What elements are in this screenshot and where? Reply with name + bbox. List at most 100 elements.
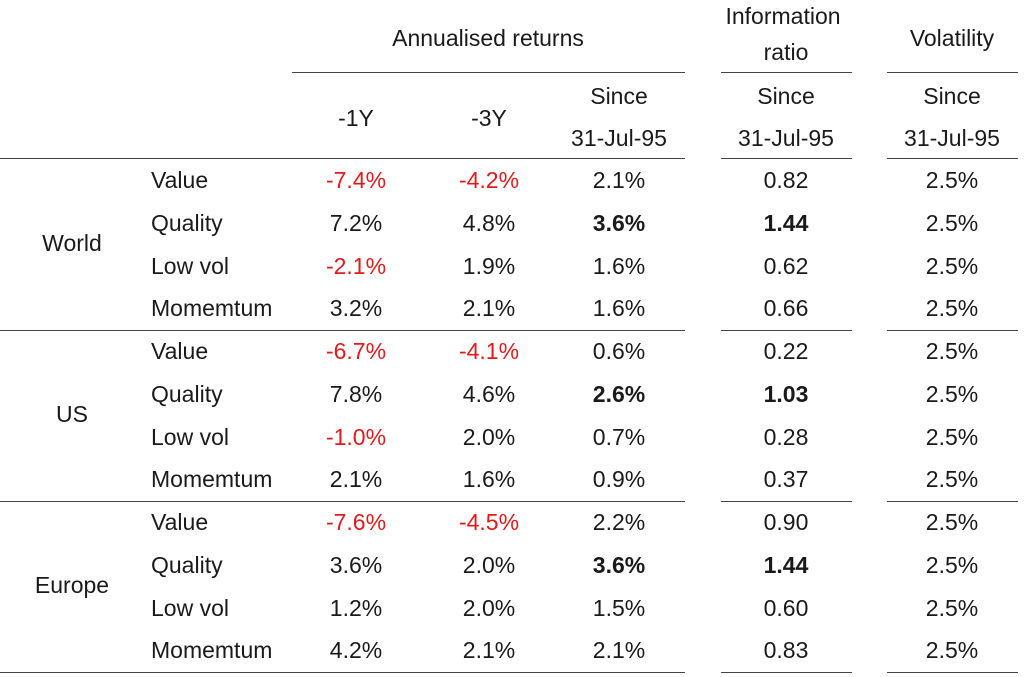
rule-top-3 [887,158,1018,159]
cell-ir: 0.37 [763,466,809,493]
cell-y3: 4.8% [462,209,516,236]
rule-region-0-0 [0,330,292,331]
factor-label: Low vol [151,594,229,621]
cell-vol: 2.5% [925,509,979,535]
cell-since: 2.1% [592,167,646,193]
cell-vol: 2.5% [925,209,979,236]
cell-y1: -6.7% [325,338,387,364]
cell-since: 0.6% [592,338,646,364]
factor-label: Momemtum [151,295,273,322]
cell-vol: 2.5% [925,637,979,664]
rule-top-0 [0,158,292,159]
factor-label: Momemtum [151,637,273,664]
factor-label: Quality [151,551,223,578]
cell-y3: 2.0% [462,594,516,621]
cell-since: 0.9% [592,466,646,493]
cell-vol: 2.5% [925,295,979,322]
region-label: World [42,229,102,256]
rule-region-2-2 [721,672,852,673]
cell-ir: 1.44 [763,209,809,236]
factor-label: Quality [151,380,223,407]
rule-top-2 [721,158,852,159]
rule-region-0-2 [721,330,852,331]
cell-y1: -7.4% [325,167,387,193]
rule-region-1-2 [721,501,852,502]
cell-y3: 2.1% [462,637,516,664]
cell-y1: 7.2% [329,209,383,236]
rule-region-0-1 [292,330,685,331]
cell-vol: 2.5% [925,167,979,193]
cell-vol: 2.5% [925,380,979,407]
cell-since: 2.2% [592,509,646,535]
cell-y3: -4.1% [458,338,520,364]
rule-top-1 [292,158,685,159]
factor-label: Value [151,338,209,364]
cell-vol: 2.5% [925,594,979,621]
cell-y1: 3.6% [329,551,383,578]
factor-label: Value [151,167,209,193]
header-since-date-returns: 31-Jul-95 [571,125,667,151]
cell-vol: 2.5% [925,252,979,279]
header-rule-vol [887,72,1018,73]
header-information-ratio-line2: ratio [763,39,809,65]
cell-vol: 2.5% [925,466,979,493]
header-col-1y: -1Y [338,105,374,131]
cell-y1: -1.0% [325,423,387,450]
cell-y3: -4.2% [458,167,520,193]
cell-ir: 0.82 [763,167,809,193]
factor-label: Quality [151,209,223,236]
header-information-ratio-line1: Information [725,3,841,29]
cell-since: 2.6% [592,380,646,407]
cell-ir: 0.66 [763,295,809,322]
region-label: US [56,400,88,427]
cell-y3: 1.6% [462,466,516,493]
cell-vol: 2.5% [925,338,979,364]
header-since-date-ir: 31-Jul-95 [738,125,834,151]
cell-since: 3.6% [592,551,646,578]
header-volatility: Volatility [909,25,995,51]
cell-ir: 0.60 [763,594,809,621]
cell-since: 1.6% [592,252,646,279]
rule-region-1-0 [0,501,292,502]
header-rule-ir [721,72,852,73]
cell-y3: 1.9% [462,252,516,279]
factor-label: Low vol [151,423,229,450]
region-label: Europe [34,571,110,598]
cell-since: 0.7% [592,423,646,450]
rule-region-1-3 [887,501,1018,502]
header-since-returns: Since [590,83,648,109]
factor-label: Momemtum [151,466,273,493]
cell-y1: 1.2% [329,594,383,621]
header-rule-returns [292,72,685,73]
cell-ir: 1.03 [763,380,809,407]
rule-region-2-0 [0,672,292,673]
cell-y1: 2.1% [329,466,383,493]
header-since-ir: Since [757,83,815,109]
cell-since: 1.5% [592,594,646,621]
rule-region-2-3 [887,672,1018,673]
cell-ir: 0.28 [763,423,809,450]
rule-region-2-1 [292,672,685,673]
factor-label: Value [151,509,209,535]
cell-y1: -7.6% [325,509,387,535]
cell-vol: 2.5% [925,423,979,450]
rule-region-1-1 [292,501,685,502]
factor-label: Low vol [151,252,229,279]
cell-ir: 0.90 [763,509,809,535]
cell-y3: 2.0% [462,423,516,450]
cell-ir: 1.44 [763,551,809,578]
cell-ir: 0.83 [763,637,809,664]
cell-y1: -2.1% [325,252,387,279]
cell-y3: 2.0% [462,551,516,578]
cell-y3: -4.5% [458,509,520,535]
cell-since: 1.6% [592,295,646,322]
cell-y3: 2.1% [462,295,516,322]
header-since-date-vol: 31-Jul-95 [904,125,1000,151]
rule-region-0-3 [887,330,1018,331]
cell-y1: 3.2% [329,295,383,322]
cell-vol: 2.5% [925,551,979,578]
cell-y1: 4.2% [329,637,383,664]
header-col-3y: -3Y [471,105,507,131]
header-annualised-returns: Annualised returns [392,25,584,51]
cell-y3: 4.6% [462,380,516,407]
